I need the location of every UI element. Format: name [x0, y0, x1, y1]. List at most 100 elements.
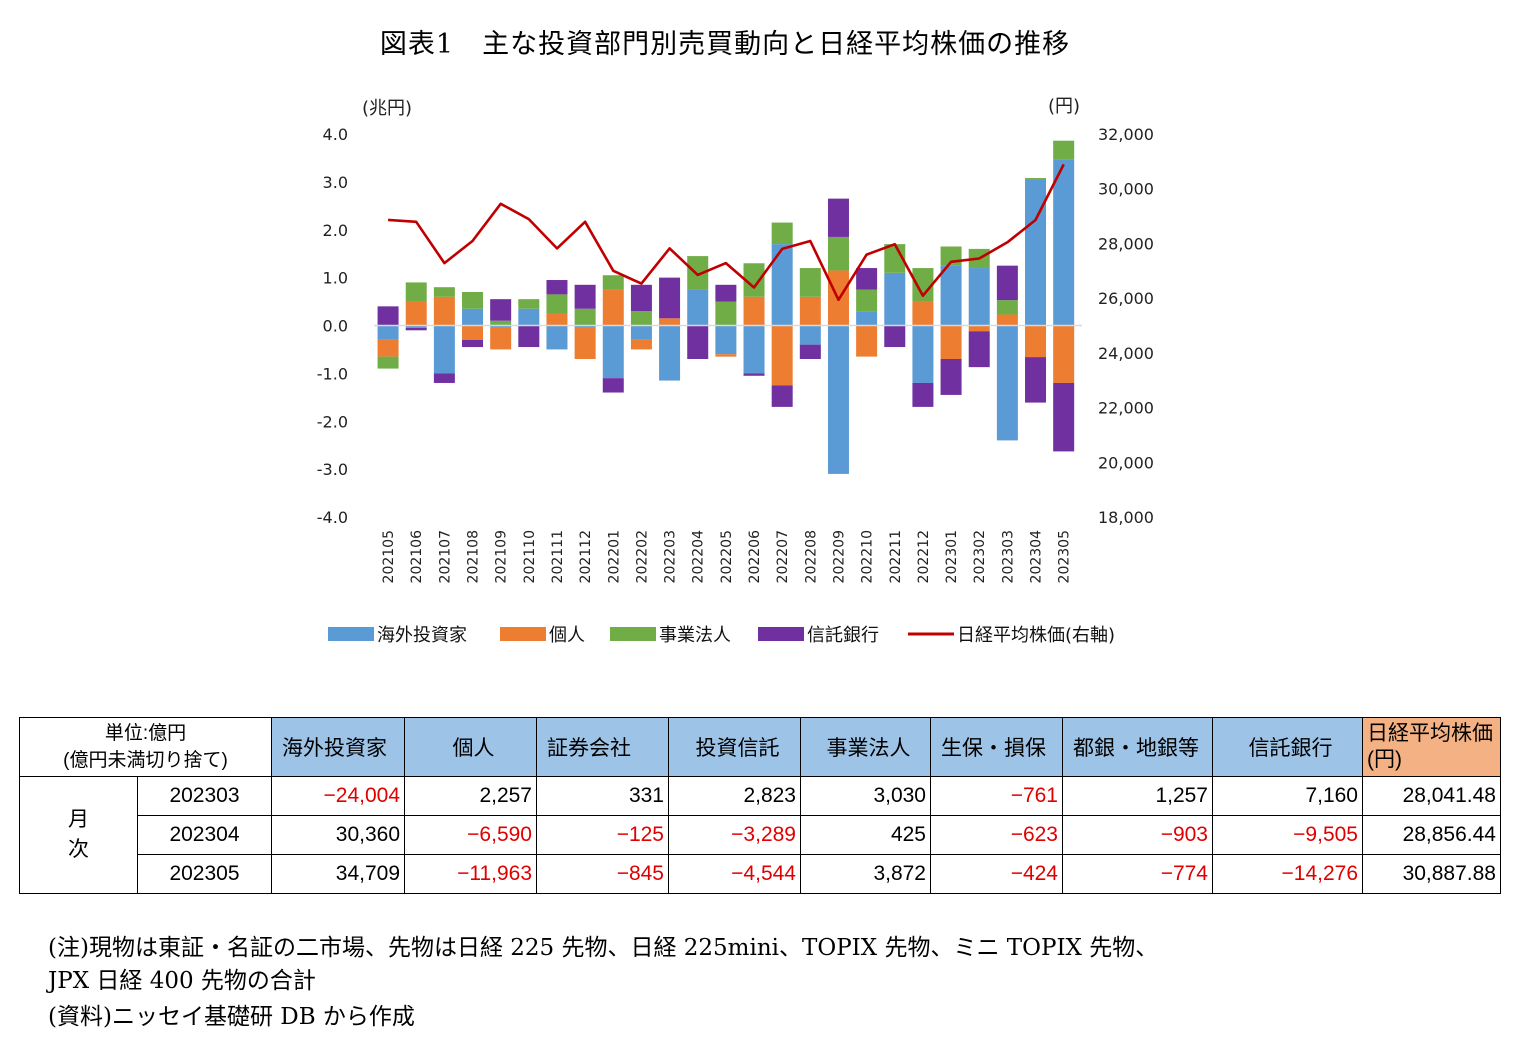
bar-segment: [856, 311, 878, 326]
bar-segment: [715, 354, 737, 357]
value-cell: −125: [536, 815, 669, 855]
bar-segment: [518, 325, 540, 348]
bar-segment: [968, 325, 990, 332]
legend-label: 事業法人: [659, 625, 731, 646]
x-tick-label: 202106: [409, 530, 425, 584]
bar-segment: [912, 325, 934, 383]
value-cell: 425: [800, 815, 931, 855]
header-insurance: 生保・損保: [930, 717, 1063, 777]
bar-segment: [912, 382, 934, 407]
left-axis-unit: (兆円): [362, 98, 412, 119]
value-cell: −774: [1062, 854, 1213, 894]
bar-segment: [1025, 178, 1047, 180]
bar-segment: [743, 296, 765, 326]
bar-segment: [377, 325, 399, 340]
bar-segment: [996, 325, 1018, 441]
value-cell: −3,289: [668, 815, 801, 855]
bar-segment: [490, 299, 512, 321]
right-axis-unit: (円): [1048, 96, 1080, 117]
bar-segment: [630, 325, 652, 340]
unit-label: 単位:億円: [104, 723, 187, 744]
x-tick-label: 202208: [803, 530, 819, 583]
bar-segment: [827, 325, 849, 474]
x-tick-label: 202211: [888, 530, 904, 583]
x-tick-label: 202202: [634, 530, 650, 583]
header-business: 事業法人: [800, 717, 931, 777]
header-trust-banks: 信託銀行: [1212, 717, 1363, 777]
y-tick-label: 0.0: [323, 317, 348, 336]
legend-swatch: [758, 627, 804, 641]
bar-segment: [490, 325, 512, 328]
source-line: (資料)ニッセイ基礎研 DB から作成: [48, 1004, 415, 1030]
bar-segment: [433, 287, 455, 297]
value-cell: −6,590: [404, 815, 537, 855]
value-cell: −845: [536, 854, 669, 894]
bar-segment: [433, 373, 455, 383]
header-banks: 都銀・地銀等: [1062, 717, 1213, 777]
bar-segment: [405, 301, 427, 326]
y-tick-label: 1.0: [323, 269, 348, 288]
bar-segment: [574, 327, 596, 360]
legend: 海外投資家 個人 事業法人 信託銀行 日経平均株価(右軸): [328, 625, 1115, 646]
bar-segment: [743, 373, 765, 376]
x-tick-label: 202207: [775, 530, 791, 583]
bar-segment: [799, 344, 821, 360]
nikkei-header-unit: (円): [1367, 748, 1402, 771]
bar-segment: [602, 325, 624, 379]
x-tick-label: 202203: [663, 530, 679, 583]
table-row: 月 次 202303 −24,004 2,257 331 2,823 3,030…: [19, 776, 1501, 894]
bar-segment: [884, 325, 906, 348]
row-group-label-1: 月: [68, 808, 89, 831]
bar-segment: [771, 222, 793, 245]
bar-segment: [912, 268, 934, 302]
y-tick-label: -3.0: [317, 460, 348, 479]
x-tick-label: 202301: [944, 530, 960, 583]
value-cell: −623: [930, 815, 1063, 855]
bar-segment: [405, 325, 427, 328]
bar-segment: [546, 313, 568, 326]
y2-tick-label: 22,000: [1098, 399, 1154, 418]
value-cell: −903: [1062, 815, 1213, 855]
bar-segment: [827, 236, 849, 271]
bar-segment: [574, 284, 596, 309]
bar-segment: [940, 265, 962, 326]
bar-segment: [490, 320, 512, 326]
bar-segment: [771, 244, 793, 326]
bar-segment: [377, 356, 399, 369]
table-row: 202305 34,709 −11,963 −845 −4,544 3,872 …: [20, 854, 1501, 894]
bar-segment: [630, 284, 652, 312]
bar-segment: [996, 300, 1018, 315]
bar-segment: [912, 301, 934, 326]
bar-segment: [490, 327, 512, 350]
bar-segment: [1053, 325, 1075, 383]
value-cell: 3,872: [800, 854, 931, 894]
bar-segment: [996, 265, 1018, 301]
bar-segment: [771, 385, 793, 407]
bar-segment: [630, 311, 652, 326]
bar-segment: [940, 359, 962, 395]
x-tick-label: 202212: [916, 530, 932, 583]
unit-note: (億円未満切り捨て): [63, 750, 228, 771]
x-tick-label: 202111: [550, 530, 566, 583]
bar-segment: [799, 268, 821, 297]
bar-segment: [405, 282, 427, 302]
value-cell: −14,276: [1212, 854, 1363, 894]
y-tick-label: -4.0: [317, 508, 348, 527]
nikkei-line: [388, 163, 1065, 302]
bar-segment: [546, 325, 568, 350]
nikkei-cell: 28,041.48: [1362, 776, 1501, 816]
bar-segment: [462, 308, 484, 326]
x-tick-label: 202105: [381, 530, 397, 583]
bar-segment: [968, 268, 990, 326]
chart-title: 図表1 主な投資部門別売買動向と日経平均株価の推移: [379, 29, 1071, 60]
x-tick-label: 202112: [578, 530, 594, 583]
value-cell: −9,505: [1212, 815, 1363, 855]
value-cell: 331: [536, 776, 669, 816]
bar-segment: [799, 296, 821, 326]
bar-segment: [715, 284, 737, 302]
value-cell: −424: [930, 854, 1063, 894]
bar-segment: [546, 280, 568, 295]
bar-segment: [687, 325, 709, 360]
bar-segment: [1053, 382, 1075, 452]
bar-segment: [518, 308, 540, 326]
